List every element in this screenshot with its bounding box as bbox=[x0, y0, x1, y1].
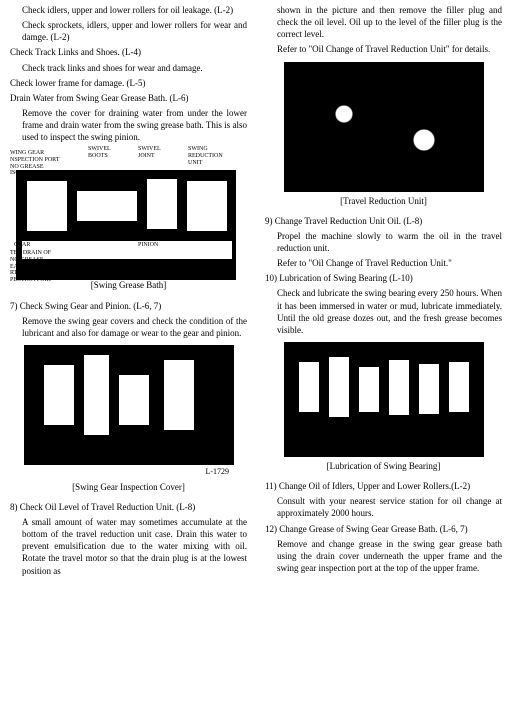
text-track-links-body: Check track links and shoes for wear and… bbox=[10, 62, 247, 74]
figure-lubrication bbox=[284, 342, 484, 457]
caption-swing-inspection: [Swing Gear Inspection Cover] bbox=[10, 481, 247, 493]
text-idlers-leak: Check idlers, upper and lower rollers fo… bbox=[10, 4, 247, 16]
diagram-swing-bath-wrapper: WING GEAR NSPECTION PORT NO GREASE ISCHA… bbox=[10, 146, 247, 276]
step-9-head: 9) Change Travel Reduction Unit Oil. (L-… bbox=[265, 215, 502, 227]
step-10-head: 10) Lubrication of Swing Bearing (L-10) bbox=[265, 272, 502, 284]
diag-label-swing-reduction: SWING REDUCTION UNIT bbox=[188, 146, 223, 166]
text-filler-plug: shown in the picture and then remove the… bbox=[265, 4, 502, 40]
step-12-head: 12) Change Grease of Swing Gear Grease B… bbox=[265, 523, 502, 535]
caption-lubrication: [Lubrication of Swing Bearing] bbox=[265, 460, 502, 472]
step-7-body: Remove the swing gear covers and check t… bbox=[10, 315, 247, 339]
step-7-head: 7) Check Swing Gear and Pinion. (L-6, 7) bbox=[10, 300, 247, 312]
text-drain-water-body: Remove the cover for draining water from… bbox=[10, 107, 247, 143]
text-track-links-head: Check Track Links and Shoes. (L-4) bbox=[10, 46, 247, 58]
diag-label-swivel-joint: SWIVEL JOINT bbox=[138, 146, 161, 159]
step-8-body: A small amount of water may sometimes ac… bbox=[10, 516, 247, 577]
text-drain-water-head: Drain Water from Swing Gear Grease Bath.… bbox=[10, 92, 247, 104]
diag-label-swivel-boots: SWIVEL BOOTS bbox=[88, 146, 111, 159]
figure-number-1: L-1731 bbox=[211, 264, 235, 273]
diag-label-ter-drain: TER DRAIN OF NO GREASE EASE DISCHARGE RT… bbox=[10, 250, 61, 283]
figure-number-2: L-1729 bbox=[10, 467, 247, 478]
diag-label-gear: GEAR bbox=[14, 242, 30, 249]
text-refer-oil-change: Refer to "Oil Change of Travel Reduction… bbox=[265, 43, 502, 55]
figure-travel-reduction bbox=[284, 62, 484, 192]
step-10-body: Check and lubricate the swing bearing ev… bbox=[265, 287, 502, 336]
diag-label-pinion: PINION bbox=[138, 242, 158, 249]
caption-travel-reduction: [Travel Reduction Unit] bbox=[265, 195, 502, 207]
step-11-head: 11) Change Oil of Idlers, Upper and Lowe… bbox=[265, 480, 502, 492]
step-12-body: Remove and change grease in the swing ge… bbox=[265, 538, 502, 574]
step-9-refer: Refer to "Oil Change of Travel Reduction… bbox=[265, 257, 502, 269]
figure-swing-inspection bbox=[24, 345, 234, 465]
step-11-body: Consult with your nearest service statio… bbox=[265, 495, 502, 519]
text-sprockets-wear: Check sprockets, idlers, upper and lower… bbox=[10, 19, 247, 43]
step-9-body: Propel the machine slowly to warm the oi… bbox=[265, 230, 502, 254]
step-8-head: 8) Check Oil Level of Travel Reduction U… bbox=[10, 501, 247, 513]
text-lower-frame: Check lower frame for damage. (L-5) bbox=[10, 77, 247, 89]
